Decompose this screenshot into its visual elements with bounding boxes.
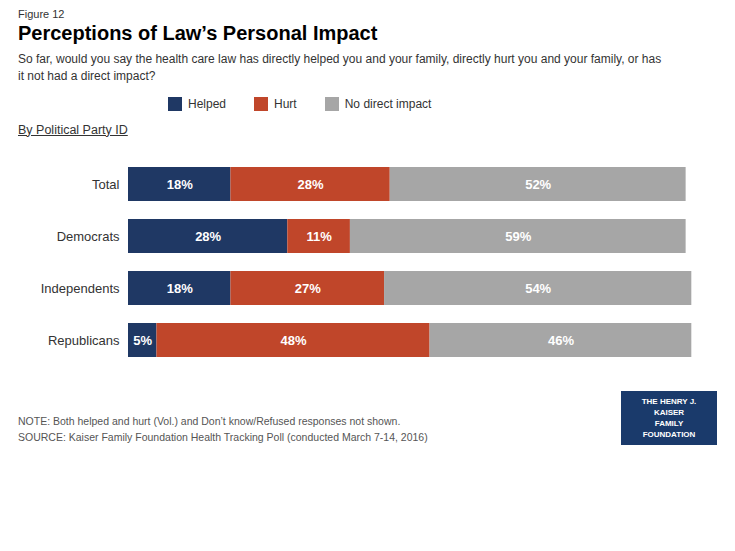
html-text:Hurt: Hurt <box>274 96 297 111</box>
svg-text:18%: 18% <box>167 280 193 295</box>
svg-text:28%: 28% <box>298 176 324 191</box>
svg-text:11%: 11% <box>306 228 332 243</box>
svg-text:48%: 48% <box>280 332 306 347</box>
svg-text:52%: 52% <box>525 176 551 191</box>
html-text:Helped: Helped <box>188 96 226 111</box>
html-text:THE HENRY J. KAISER FAMILY FOU: THE HENRY J. KAISER FAMILY FOUNDATION <box>641 396 697 440</box>
svg-text:Republicans: Republicans <box>48 332 120 347</box>
html-text:By Political Party ID: By Political Party ID <box>18 122 128 137</box>
html-text:NOTE: Both helped and hurt (Vo: NOTE: Both helped and hurt (Vol.) and Do… <box>18 414 428 443</box>
svg-text:28%: 28% <box>195 228 221 243</box>
svg-text:46%: 46% <box>548 332 574 347</box>
svg-text:Democrats: Democrats <box>57 228 120 243</box>
html-text:Figure 12: Figure 12 <box>18 8 65 20</box>
svg-text:18%: 18% <box>167 176 193 191</box>
html-text:So far, would you say the heal: So far, would you say the health care la… <box>18 52 662 83</box>
svg-text:59%: 59% <box>505 228 531 243</box>
html-text:Perceptions of Law’s Personal: Perceptions of Law’s Personal Impact <box>18 22 378 44</box>
svg-text:Total: Total <box>92 176 120 191</box>
svg-text:Independents: Independents <box>41 280 120 295</box>
svg-text:54%: 54% <box>525 280 551 295</box>
svg-text:27%: 27% <box>295 280 321 295</box>
svg-text:5%: 5% <box>133 332 152 347</box>
html-text:No direct impact: No direct impact <box>344 96 432 111</box>
